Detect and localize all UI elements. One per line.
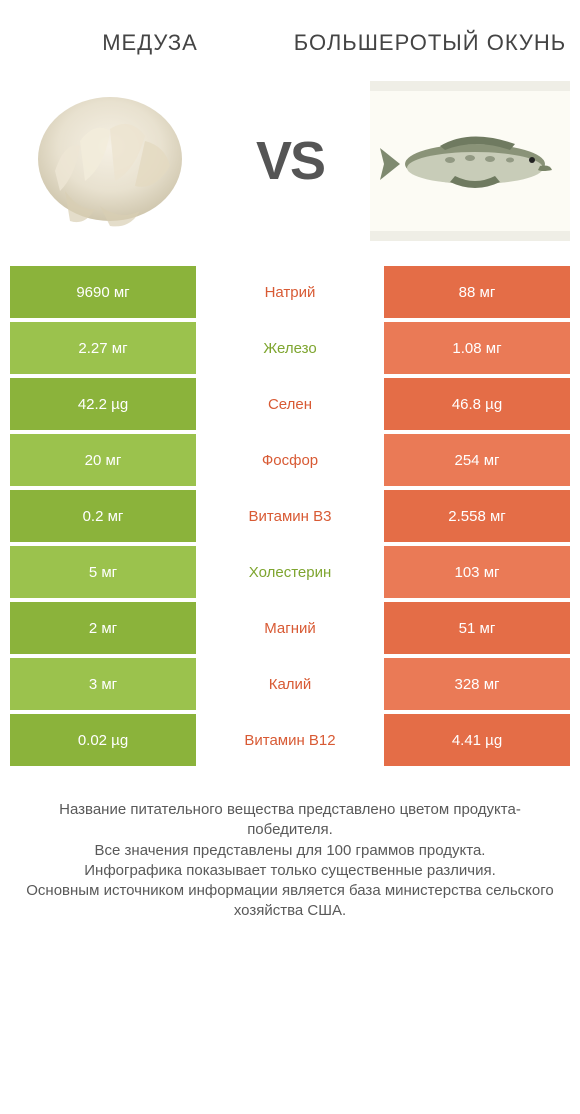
right-value: 4.41 µg (384, 714, 570, 766)
nutrient-label: Фосфор (196, 434, 384, 486)
footer-line: Все значения представлены для 100 граммо… (20, 841, 560, 861)
left-value: 0.02 µg (10, 714, 196, 766)
table-row: 0.02 µgВитамин B124.41 µg (10, 714, 570, 766)
right-value: 328 мг (384, 658, 570, 710)
right-value: 1.08 мг (384, 322, 570, 374)
vs-label: VS (256, 130, 324, 192)
left-value: 5 мг (10, 546, 196, 598)
nutrient-label: Магний (196, 602, 384, 654)
footer-line: Инфографика показывает только существенн… (20, 861, 560, 881)
footer-line: Название питательного вещества представл… (20, 800, 560, 841)
table-row: 5 мгХолестерин103 мг (10, 546, 570, 598)
left-value: 20 мг (10, 434, 196, 486)
table-row: 3 мгКалий328 мг (10, 658, 570, 710)
fish-image (370, 76, 570, 246)
left-value: 0.2 мг (10, 490, 196, 542)
right-title: БОЛЬШЕРОТЫЙ ОКУНЬ (290, 30, 570, 56)
table-row: 9690 мгНатрий88 мг (10, 266, 570, 318)
right-value: 46.8 µg (384, 378, 570, 430)
left-value: 2.27 мг (10, 322, 196, 374)
nutrient-label: Витамин B3 (196, 490, 384, 542)
left-value: 42.2 µg (10, 378, 196, 430)
table-row: 2.27 мгЖелезо1.08 мг (10, 322, 570, 374)
header: МЕДУЗА БОЛЬШЕРОТЫЙ ОКУНЬ (0, 0, 580, 66)
right-value: 88 мг (384, 266, 570, 318)
nutrient-label: Натрий (196, 266, 384, 318)
right-value: 2.558 мг (384, 490, 570, 542)
nutrition-table: 9690 мгНатрий88 мг2.27 мгЖелезо1.08 мг42… (10, 266, 570, 766)
images-row: VS (0, 66, 580, 266)
table-row: 0.2 мгВитамин B32.558 мг (10, 490, 570, 542)
jellyfish-image (10, 76, 210, 246)
left-value: 3 мг (10, 658, 196, 710)
footer-line: Основным источником информации является … (20, 881, 560, 922)
right-value: 254 мг (384, 434, 570, 486)
right-value: 51 мг (384, 602, 570, 654)
nutrient-label: Витамин B12 (196, 714, 384, 766)
footer-text: Название питательного вещества представл… (0, 770, 580, 922)
right-value: 103 мг (384, 546, 570, 598)
nutrient-label: Железо (196, 322, 384, 374)
table-row: 42.2 µgСелен46.8 µg (10, 378, 570, 430)
left-title: МЕДУЗА (10, 30, 290, 56)
nutrient-label: Калий (196, 658, 384, 710)
nutrient-label: Холестерин (196, 546, 384, 598)
nutrient-label: Селен (196, 378, 384, 430)
table-row: 2 мгМагний51 мг (10, 602, 570, 654)
table-row: 20 мгФосфор254 мг (10, 434, 570, 486)
left-value: 2 мг (10, 602, 196, 654)
left-value: 9690 мг (10, 266, 196, 318)
